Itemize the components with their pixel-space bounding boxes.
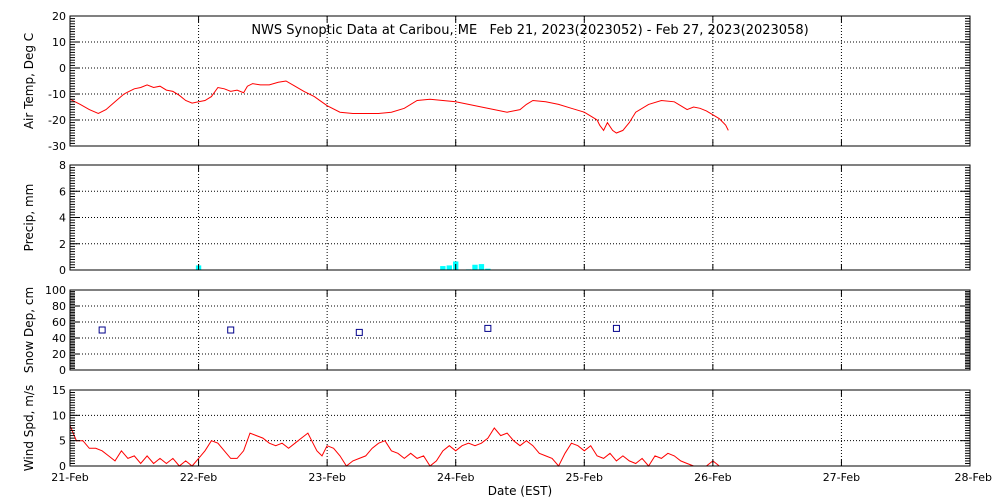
precip-bar: [446, 265, 452, 270]
precip-bar: [472, 264, 478, 270]
y-tick-label: 10: [52, 36, 66, 49]
x-tick-label: 26-Feb: [694, 471, 731, 484]
precip-bar: [478, 264, 485, 270]
snow-y-axis-label: Snow Dep, cm: [22, 287, 36, 373]
y-tick-label: 80: [52, 300, 66, 313]
grid-layer: [70, 16, 970, 466]
y-tick-label: 0: [59, 364, 66, 377]
y-tick-label: -20: [48, 114, 66, 127]
y-tick-label: 0: [59, 264, 66, 277]
snow-panel-frame: [69, 289, 971, 371]
y-tick-label: 5: [59, 435, 66, 448]
snow-point: [612, 324, 620, 332]
x-axis-label: Date (EST): [488, 484, 552, 498]
y-tick-label: -30: [48, 140, 66, 153]
snow-point: [227, 326, 235, 334]
y-tick-label: 0: [59, 62, 66, 75]
x-tick-label: 22-Feb: [180, 471, 217, 484]
x-tick-label: 27-Feb: [823, 471, 860, 484]
x-tick-label: 24-Feb: [437, 471, 474, 484]
snow-point: [98, 326, 106, 334]
temp-series-line: [69, 80, 729, 134]
wind-panel-frame: [69, 389, 971, 467]
chart-title: NWS Synoptic Data at Caribou, ME Feb 21,…: [251, 23, 808, 38]
x-tick-label: 21-Feb: [51, 471, 88, 484]
precip-y-axis-label: Precip, mm: [22, 184, 36, 252]
y-tick-label: 20: [52, 10, 66, 23]
wind-series-line: [69, 425, 720, 467]
wind-y-axis-label: Wind Spd, m/s: [22, 385, 36, 471]
y-tick-label: -10: [48, 88, 66, 101]
precip-bar: [485, 268, 491, 270]
y-tick-label: 40: [52, 332, 66, 345]
y-tick-label: 0: [59, 460, 66, 473]
text-layer: NWS Synoptic Data at Caribou, ME Feb 21,…: [22, 10, 992, 498]
y-tick-label: 2: [59, 238, 66, 251]
y-tick-label: 15: [52, 384, 66, 397]
y-tick-label: 10: [52, 409, 66, 422]
x-tick-label: 23-Feb: [308, 471, 345, 484]
y-tick-label: 6: [59, 185, 66, 198]
x-tick-label: 25-Feb: [566, 471, 603, 484]
data-layer: [69, 80, 729, 467]
y-tick-label: 20: [52, 348, 66, 361]
snow-point: [484, 324, 492, 332]
y-tick-label: 4: [59, 212, 66, 225]
y-tick-label: 100: [45, 284, 66, 297]
snow-point: [355, 328, 363, 336]
y-tick-label: 60: [52, 316, 66, 329]
frame-layer: [69, 15, 971, 467]
x-tick-label: 28-Feb: [955, 471, 992, 484]
precip-bar: [440, 266, 446, 270]
y-tick-label: 8: [59, 159, 66, 172]
temp-y-axis-label: Air Temp, Deg C: [22, 33, 36, 129]
